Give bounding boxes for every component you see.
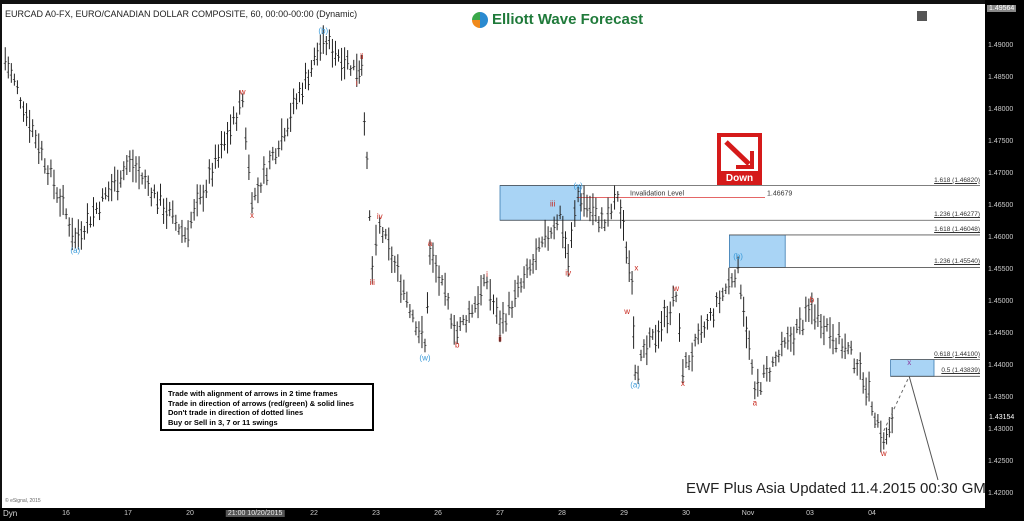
x-tick: 20 bbox=[186, 510, 194, 517]
invalidation-label: Invalidation Level bbox=[630, 191, 685, 198]
fib-label: 1.618 (1.46820) bbox=[934, 176, 980, 184]
wave-label: ii bbox=[498, 334, 502, 343]
y-tick: 1.47500 bbox=[988, 138, 1014, 145]
wave-label: x bbox=[250, 211, 254, 220]
y-tick: 1.45000 bbox=[988, 298, 1014, 305]
wave-label: w bbox=[623, 307, 630, 316]
x-tick: Nov bbox=[741, 510, 755, 517]
y-tick: 1.46000 bbox=[988, 234, 1014, 241]
wave-label: iv bbox=[377, 212, 383, 221]
y-tick: 1.48000 bbox=[988, 106, 1014, 113]
down-signal: Down bbox=[717, 133, 762, 185]
time-axis[interactable]: Dyn 16 17 20 21:00 10/20/2015 22 23 26 27 28 29 30 N… bbox=[0, 508, 1024, 521]
fib-label: 1.618 (1.46048) bbox=[934, 225, 980, 233]
logo: Elliott Wave Forecast bbox=[472, 11, 643, 28]
x-tick: 27 bbox=[496, 510, 504, 517]
y-tick: 1.49000 bbox=[988, 42, 1014, 49]
wave-label: w bbox=[239, 87, 246, 96]
wave-label: w bbox=[672, 284, 679, 293]
wave-label: x bbox=[634, 263, 638, 272]
fib-label: 1.236 (1.45540) bbox=[934, 258, 980, 266]
top-price-tag: 1.49564 bbox=[987, 5, 1017, 12]
fib-label: 0.618 (1.44100) bbox=[934, 350, 980, 358]
x-tick: 03 bbox=[806, 510, 814, 517]
y-tick: 1.42500 bbox=[988, 458, 1014, 465]
wave-label: (a) bbox=[630, 380, 640, 389]
x-tick: 29 bbox=[620, 510, 628, 517]
down-label: Down bbox=[725, 173, 754, 184]
logo-text: Elliott Wave Forecast bbox=[492, 11, 644, 28]
wave-label: a bbox=[753, 398, 758, 407]
update-footer: EWF Plus Asia Updated 11.4.2015 00:30 GM… bbox=[686, 480, 996, 497]
wave-label: (x) bbox=[573, 181, 583, 190]
x-tick: 21:00 10/20/2015 bbox=[225, 510, 285, 517]
wave-label: w bbox=[880, 449, 887, 458]
rule: Buy or Sell in 3, 7 or 11 swings bbox=[168, 417, 278, 427]
wave-label: iii bbox=[550, 199, 556, 208]
wave-label: (b) bbox=[318, 27, 328, 36]
wave-label: (a) bbox=[70, 246, 80, 255]
y-tick: 1.45500 bbox=[988, 266, 1014, 273]
x-tick: 22 bbox=[310, 510, 318, 517]
x-tick: 17 bbox=[124, 510, 132, 517]
rule: Trade in direction of arrows (red/green)… bbox=[168, 398, 354, 408]
last-price-tag: 1.43154 bbox=[989, 414, 1015, 421]
x-tick: 26 bbox=[434, 510, 442, 517]
arrow-down-right-icon bbox=[724, 140, 754, 169]
y-tick: 1.44000 bbox=[988, 362, 1014, 369]
target-zone bbox=[499, 185, 581, 221]
wave-label: x bbox=[681, 379, 685, 388]
wave-label: i bbox=[486, 270, 488, 279]
wave-label: (b) bbox=[733, 252, 743, 261]
maximize-icon[interactable] bbox=[917, 11, 927, 21]
dyn-button[interactable]: Dyn bbox=[3, 509, 18, 518]
rule: Trade with alignment of arrows in 2 time… bbox=[168, 389, 338, 398]
price-plot: Invalidation Level 1.46679(a)wx(b)iiiiiii… bbox=[3, 25, 980, 481]
wave-label: ii bbox=[360, 52, 364, 61]
wave-label: b bbox=[455, 341, 460, 350]
wave-label: iii bbox=[370, 278, 376, 287]
projection-dashed bbox=[883, 376, 910, 432]
invalidation-value: 1.46679 bbox=[767, 191, 792, 198]
copyright: © eSignal, 2015 bbox=[5, 498, 41, 504]
projection-solid bbox=[908, 376, 939, 481]
x-tick: 04 bbox=[868, 510, 876, 517]
wave-label: (w) bbox=[419, 354, 430, 363]
rule: Don't trade in direction of dotted lines bbox=[168, 408, 304, 417]
wave-label: b bbox=[810, 295, 815, 304]
logo-icon bbox=[472, 11, 488, 28]
y-tick: 1.46500 bbox=[988, 202, 1014, 209]
price-axis[interactable]: 1.49000 1.48500 1.48000 1.47500 1.47000 1.465… bbox=[985, 0, 1024, 508]
x-tick: 30 bbox=[682, 510, 690, 517]
y-tick: 1.47000 bbox=[988, 170, 1014, 177]
y-tick: 1.43000 bbox=[988, 426, 1014, 433]
y-tick: 1.48500 bbox=[988, 74, 1014, 81]
y-tick: 1.42000 bbox=[988, 490, 1014, 497]
x-tick: 16 bbox=[62, 510, 70, 517]
wave-label: x bbox=[907, 358, 911, 367]
fib-label: 0.5 (1.43839) bbox=[941, 367, 980, 375]
trading-rules-box: Trade with alignment of arrows in 2 time… bbox=[160, 383, 374, 431]
x-tick: 28 bbox=[558, 510, 566, 517]
chart-title: EURCAD A0-FX, EURO/CANADIAN DOLLAR COMPO… bbox=[5, 9, 358, 19]
x-tick: 23 bbox=[372, 510, 380, 517]
wave-label: iv bbox=[565, 268, 571, 277]
y-tick: 1.44500 bbox=[988, 330, 1014, 337]
wave-label: a bbox=[428, 239, 433, 248]
y-tick: 1.43500 bbox=[988, 394, 1014, 401]
fib-label: 1.236 (1.46277) bbox=[934, 211, 980, 219]
wave-label: i bbox=[356, 78, 358, 87]
